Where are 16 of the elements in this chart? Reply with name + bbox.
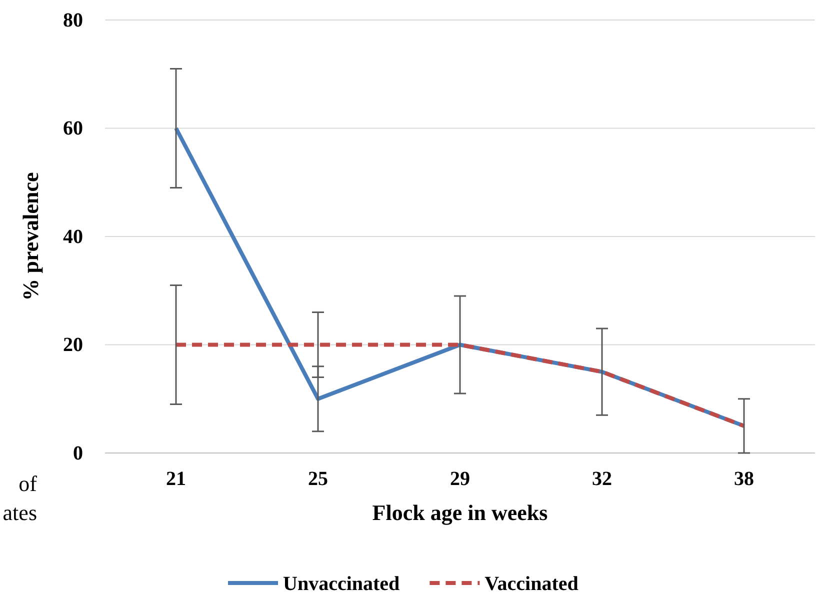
y-tick-label: 20 (63, 334, 83, 356)
x-tick-label: 21 (166, 468, 186, 490)
y-tick-label: 80 (63, 9, 83, 32)
y-tick-label: 40 (63, 226, 83, 248)
x-axis-title: Flock age in weeks (372, 500, 548, 525)
x-tick-label: 29 (450, 468, 470, 490)
y-tick-label: 60 (63, 118, 83, 140)
x-tick-label: 38 (734, 468, 754, 490)
legend-label: Unvaccinated (283, 573, 400, 595)
text: of (18, 471, 38, 496)
legend-label: Vaccinated (484, 573, 578, 595)
x-tick-label: 32 (592, 468, 612, 490)
y-tick-label: 0 (73, 442, 83, 464)
x-tick-label: 25 (308, 468, 328, 490)
y-axis-title: % prevalence (18, 172, 43, 301)
text: ates (2, 500, 37, 525)
